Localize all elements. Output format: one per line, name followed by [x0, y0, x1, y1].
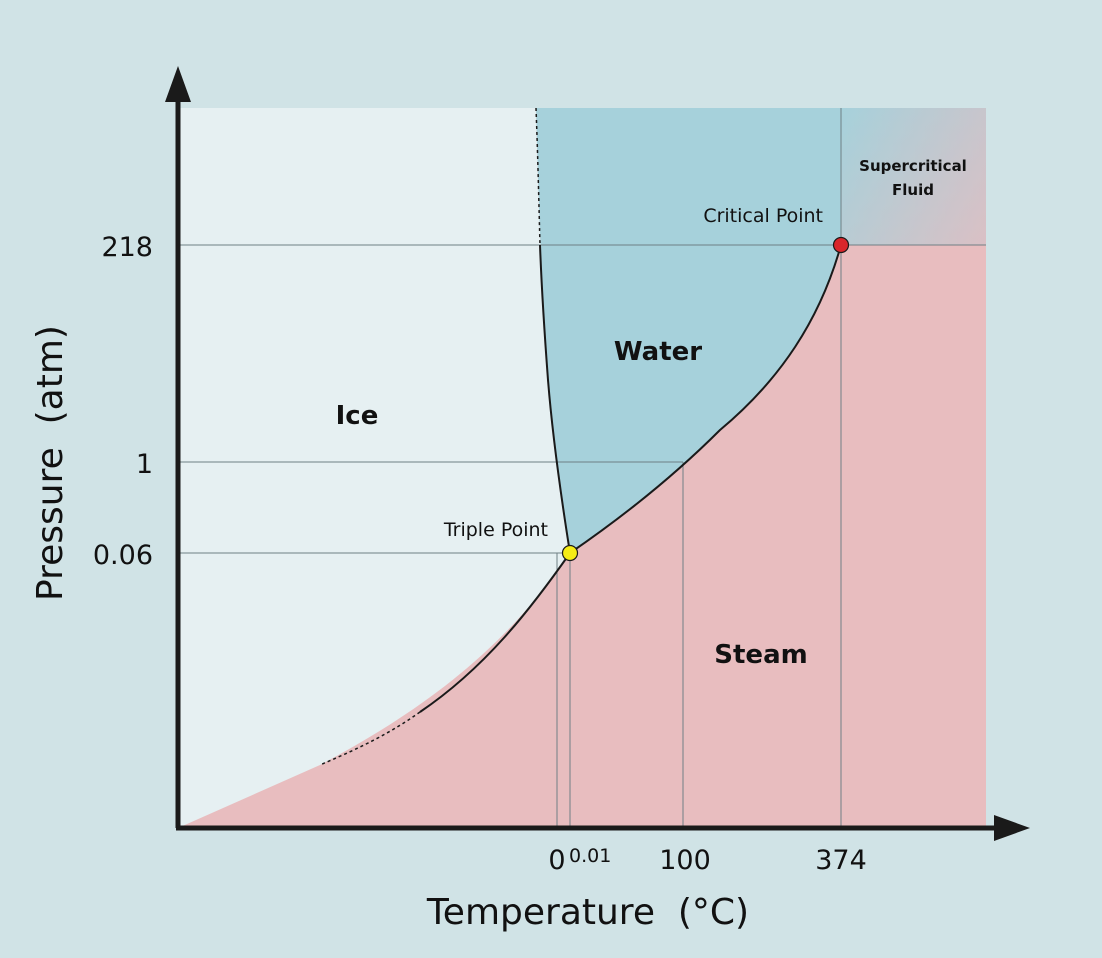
vaporization-curve: [569, 244, 842, 554]
water-label: Water: [614, 337, 702, 367]
y-tick-1: 1: [136, 449, 153, 480]
x-axis-title: Temperature (°C): [426, 892, 749, 933]
ice-label: Ice: [336, 401, 379, 431]
x-tick-374: 374: [815, 845, 867, 876]
sublimation-curve: [419, 552, 571, 713]
x-tick-100: 100: [659, 845, 711, 876]
x-axis-arrow: [994, 815, 1030, 841]
supercritical-label-line1: Supercritical: [859, 157, 967, 175]
axes: [165, 66, 1030, 841]
phase-boundaries: [319, 107, 842, 766]
water-region: [536, 108, 841, 553]
y-tick-218: 218: [101, 232, 153, 263]
sublimation-curve-dashed: [319, 711, 421, 766]
steam-region: [178, 245, 986, 828]
fusion-curve: [539, 244, 571, 554]
supercritical-label-line2: Fluid: [892, 181, 934, 199]
ice-region: [178, 108, 570, 828]
x-tick-0: 0: [548, 845, 565, 876]
y-axis-title: Pressure (atm): [30, 325, 71, 601]
gridlines: [178, 108, 986, 828]
supercritical-region-overlay: [841, 108, 986, 245]
triple-point-label: Triple Point: [443, 519, 548, 541]
triple-point-marker: [561, 544, 579, 562]
y-tick-0.06: 0.06: [93, 540, 153, 571]
y-axis-arrow: [165, 66, 191, 102]
steam-label: Steam: [714, 640, 807, 670]
critical-point-marker: [832, 236, 850, 254]
x-tick-0.01: 0.01: [569, 845, 611, 867]
fusion-curve-dashed: [535, 107, 541, 246]
critical-point-label: Critical Point: [703, 205, 823, 227]
